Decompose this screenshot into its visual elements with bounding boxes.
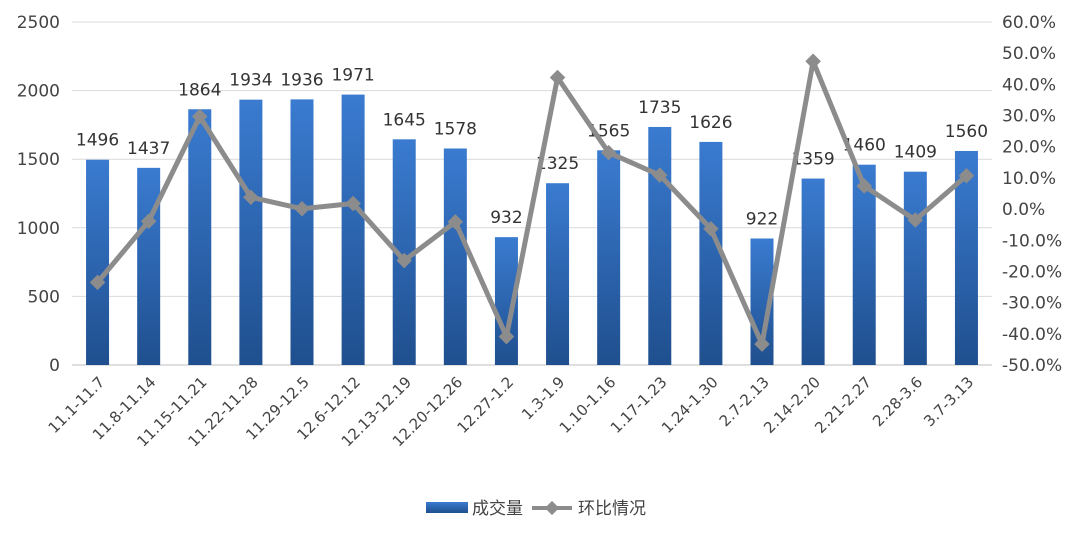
bar <box>648 126 672 365</box>
legend-label-bar: 成交量 <box>472 499 523 519</box>
right-axis-tick-label: -20.0% <box>1002 262 1062 282</box>
line-marker <box>294 201 310 217</box>
bar <box>597 150 621 365</box>
bar-data-labels: 1496 1437 1864 1934 1936 1971 1645 1578 932 1325 1… <box>76 66 988 230</box>
left-axis-tick-label: 0 <box>49 356 60 376</box>
bar-value-label: 1735 <box>638 98 681 118</box>
bar <box>290 99 314 365</box>
right-axis-tick-label: -40.0% <box>1002 325 1062 345</box>
x-axis-labels: 11.1-11.711.8-11.1411.15-11.2111.22-11.2… <box>45 373 978 450</box>
left-axis-tick-label: 2000 <box>17 82 60 102</box>
right-axis-tick-label: 30.0% <box>1002 107 1056 127</box>
legend: 成交量 环比情况 <box>426 499 646 519</box>
x-axis-tick-label: 2.28-3.6 <box>869 373 926 430</box>
bar-value-label: 1325 <box>536 154 579 174</box>
right-axis-tick-label: 50.0% <box>1002 44 1056 64</box>
right-axis-tick-label: 20.0% <box>1002 138 1056 158</box>
bar-value-label: 1645 <box>383 110 426 130</box>
line-marker <box>703 220 719 237</box>
line-marker <box>856 178 873 194</box>
line-marker <box>243 189 259 206</box>
bar <box>239 99 263 365</box>
bar <box>137 167 161 365</box>
right-axis-tick-label: -50.0% <box>1002 356 1062 376</box>
line-marker <box>447 214 464 230</box>
line-marker <box>805 53 821 70</box>
line-marker <box>600 144 617 161</box>
right-axis-ticks: -50.0% -40.0% -30.0% -20.0% -10.0% 0.0% 10.0% 2… <box>1002 13 1062 376</box>
line-marker <box>958 167 975 184</box>
right-axis-tick-label: -30.0% <box>1002 294 1062 314</box>
bar <box>188 109 212 365</box>
x-axis-tick-label: 3.7-3.13 <box>920 373 977 430</box>
legend-label-line: 环比情况 <box>578 499 646 519</box>
bar-value-label: 1437 <box>127 139 170 159</box>
bar <box>546 183 570 365</box>
bar-series <box>86 94 978 365</box>
bar-value-label: 1560 <box>945 122 988 142</box>
bar-value-label: 1936 <box>280 70 323 90</box>
line-marker <box>907 212 924 228</box>
legend-swatch-line-marker <box>544 500 560 516</box>
bar-value-label: 1578 <box>434 119 477 139</box>
bar-value-label: 1460 <box>843 136 886 156</box>
bar <box>392 139 416 365</box>
bar-value-label: 1864 <box>178 80 221 100</box>
bar <box>494 237 518 365</box>
right-axis-tick-label: 60.0% <box>1002 13 1056 33</box>
left-axis-tick-label: 500 <box>28 287 60 307</box>
bar-value-label: 1971 <box>331 66 374 86</box>
bar-value-label: 1934 <box>229 71 272 91</box>
bar <box>903 171 927 365</box>
left-axis-tick-label: 1500 <box>17 150 60 170</box>
left-axis-tick-label: 2500 <box>17 13 60 33</box>
bar-value-label: 1496 <box>76 131 119 151</box>
left-axis-ticks: 0 500 1000 1500 2000 2500 <box>17 13 60 376</box>
x-axis-tick-label: 1.24-1.30 <box>658 373 722 437</box>
bar <box>954 150 978 365</box>
bar-value-label: 932 <box>490 208 522 228</box>
line-marker <box>191 108 208 125</box>
x-axis-tick-label: 1.3-1.9 <box>518 373 568 423</box>
line-marker <box>345 195 361 212</box>
bar <box>443 148 467 365</box>
bar-value-label: 922 <box>746 210 778 230</box>
bar <box>699 141 723 365</box>
line-path <box>95 58 969 347</box>
line-marker <box>396 252 413 269</box>
legend-swatch-bar <box>426 502 468 513</box>
left-axis-tick-label: 1000 <box>17 219 60 239</box>
right-axis-tick-label: 40.0% <box>1002 75 1056 95</box>
bar-value-label: 1409 <box>894 143 937 163</box>
line-marker <box>140 213 157 230</box>
bar-value-label: 1626 <box>689 113 732 133</box>
bar-value-label: 1359 <box>791 150 834 170</box>
line-marker <box>651 167 668 183</box>
bar <box>341 94 365 365</box>
x-axis-tick-label: 12.27-1.2 <box>453 373 517 437</box>
bar <box>86 159 110 365</box>
bar <box>801 178 825 365</box>
x-axis-tick-label: 2.21-2.27 <box>811 373 875 437</box>
right-axis-tick-label: -10.0% <box>1002 231 1062 251</box>
line-series <box>89 53 975 352</box>
right-axis-tick-label: 0.0% <box>1002 200 1045 220</box>
right-axis-tick-label: 10.0% <box>1002 169 1056 189</box>
bar <box>852 164 876 365</box>
